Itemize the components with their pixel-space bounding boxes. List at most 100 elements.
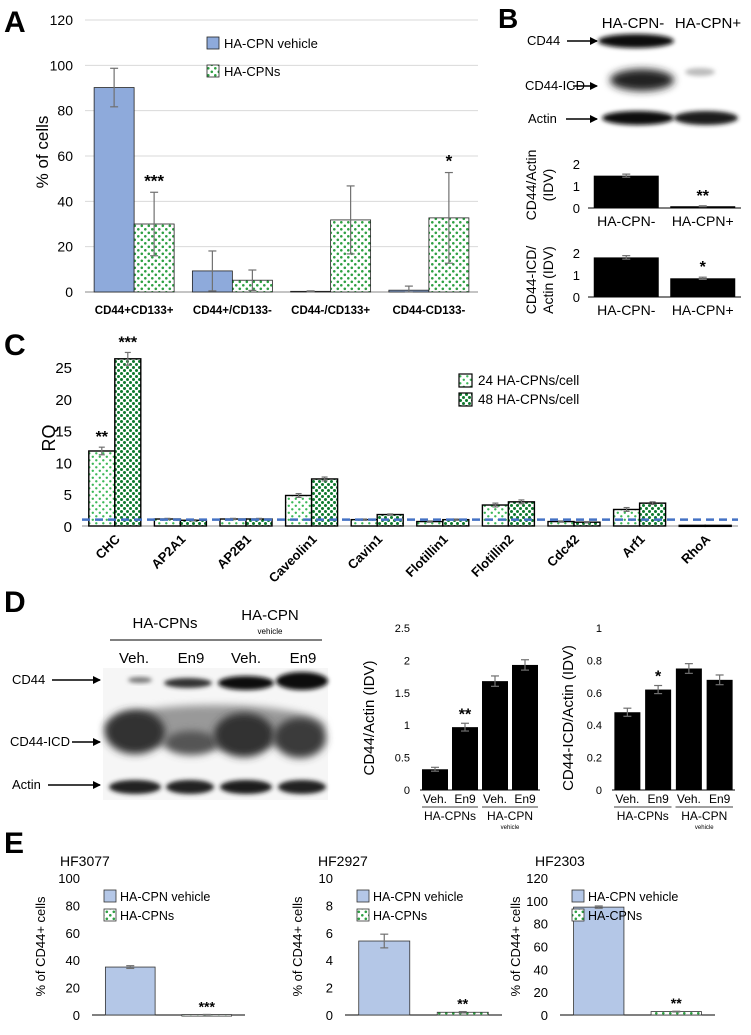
panel-letter-a: A — [4, 6, 26, 39]
panel-b: B HA-CPN- HA-CPN+ CD44 CD44-ICD Actin 0 1… — [498, 3, 741, 318]
y-label-e: % of CD44+ cells — [33, 896, 48, 997]
legend-label-e: HA-CPNs — [373, 909, 427, 923]
x-tick-label-a: CD44+CD133+ — [95, 305, 174, 317]
significance-c: ** — [96, 429, 109, 446]
legend-swatch-e — [103, 908, 117, 922]
x-tick-label-c: Cdc42 — [544, 532, 582, 570]
y-tick-label-d: 0.4 — [587, 720, 602, 732]
y-tick-label-e: 40 — [66, 953, 80, 968]
legend-label-c: 48 HA-CPNs/cell — [478, 392, 579, 407]
x-tick-label-d: En9 — [514, 792, 536, 806]
y-tick-label-a: 100 — [50, 57, 74, 73]
panel-c-ylabel: RQ — [39, 425, 59, 452]
x-tick-label-a: CD44-CD133- — [392, 305, 465, 317]
blot-b-row-cd44: CD44 — [527, 33, 560, 48]
y-tick-label-e: 60 — [534, 940, 548, 955]
x-tick-label-b: HA-CPN- — [597, 213, 656, 229]
bar-c-0 — [284, 494, 313, 527]
x-tick-label-c: CHC — [92, 531, 123, 562]
panel-letter-b: B — [498, 3, 518, 34]
legend-swatch-c — [458, 373, 473, 388]
blot-d-group-2: HA-CPN — [241, 607, 299, 624]
blot-d-bands — [103, 668, 328, 800]
chart-title-e: HF3077 — [60, 853, 110, 869]
bar-c-1 — [114, 358, 142, 527]
y-tick-label-b: 2 — [573, 246, 580, 261]
panel-d1-ylabel: CD44/Actin (IDV) — [361, 660, 378, 775]
y-tick-label-e: 20 — [66, 981, 80, 996]
blot-d-group-1: HA-CPNs — [132, 615, 197, 632]
y-tick-label-e: 6 — [326, 926, 333, 941]
bar-c-0 — [678, 524, 706, 528]
bar-a-0 — [93, 87, 135, 293]
y-tick-label-e: 60 — [66, 926, 80, 941]
legend-swatch-e — [356, 908, 370, 922]
y-tick-label-d: 0.8 — [587, 655, 602, 667]
blot-d-row-actin: Actin — [12, 777, 41, 792]
significance-b: ** — [697, 188, 710, 205]
bar-b — [670, 278, 736, 297]
legend-label-e: HA-CPNs — [120, 909, 174, 923]
panel-d2-ylabel: CD44-ICD/Actin (IDV) — [560, 645, 577, 791]
significance-d: * — [655, 669, 662, 686]
y-label-b-line: CD44-ICD/ — [523, 246, 539, 315]
bar-b — [593, 257, 659, 297]
bar-d — [706, 679, 733, 790]
x-tick-label-c: Flotillin1 — [403, 532, 451, 580]
panel-e: E HF3077% of CD44+ cells020406080100HA-C… — [4, 827, 715, 1023]
bar-d — [675, 668, 702, 790]
y-tick-label-d: 1 — [404, 720, 410, 732]
x-tick-label-a: CD44-/CD133+ — [291, 305, 370, 317]
significance-d: ** — [459, 706, 472, 723]
legend-label-a: HA-CPN vehicle — [224, 36, 318, 51]
group-label-d: HA-CPN — [487, 809, 533, 823]
bar-d — [452, 727, 478, 790]
panel-a: A % of cells 0 20 40 60 80 100 120 CD44+CD133+ C… — [4, 6, 478, 317]
y-tick-label-d: 0.6 — [587, 688, 602, 700]
x-tick-label-c: Arf1 — [619, 532, 648, 561]
bar-d — [614, 712, 641, 790]
x-tick-label-c: Cavin1 — [345, 532, 386, 573]
x-tick-label-d: Veh. — [677, 792, 701, 806]
y-tick-label-e: 80 — [534, 917, 548, 932]
y-label-e: % of CD44+ cells — [290, 896, 305, 997]
bar-c-1 — [507, 501, 536, 527]
legend-label-c: 24 HA-CPNs/cell — [478, 373, 579, 388]
blot-b-bands — [598, 34, 738, 125]
legend-label-e: HA-CPN vehicle — [373, 890, 463, 904]
y-tick-label-d: 1 — [596, 623, 602, 635]
y-tick-label-e: 20 — [534, 985, 548, 1000]
chart-title-e: HF2927 — [318, 853, 368, 869]
legend-swatch-e — [571, 908, 585, 922]
y-label-b: CD44/Actin(IDV) — [523, 150, 556, 221]
legend-swatch-e — [571, 889, 585, 903]
y-tick-label-e: 10 — [319, 871, 333, 886]
y-label-b: CD44-ICD/Actin (IDV) — [523, 246, 556, 315]
y-tick-label-c: 25 — [55, 360, 72, 377]
bar-c-1 — [638, 502, 667, 527]
bar-d — [645, 689, 672, 790]
blot-b-col-2: HA-CPN+ — [675, 15, 742, 32]
panel-letter-c: C — [4, 329, 26, 362]
significance-b: * — [700, 259, 707, 276]
y-tick-label-d: 2 — [404, 655, 410, 667]
blot-d-lane-1: Veh. — [119, 650, 149, 667]
panel-c: C RQ 0 5 10 15 20 25 CHC AP2A1 AP2B1 Caveolin1 Cav… — [4, 329, 738, 586]
y-tick-label-a: 40 — [57, 193, 73, 209]
y-tick-label-d: 0 — [596, 785, 602, 797]
significance-a: *** — [144, 171, 164, 190]
significance-e: ** — [457, 996, 468, 1012]
x-tick-label-b: HA-CPN+ — [672, 302, 734, 318]
y-label-b-line: (IDV) — [540, 169, 556, 202]
bar-d — [482, 681, 508, 790]
bar-c-0 — [481, 504, 510, 527]
blot-d-lane-3: Veh. — [231, 650, 261, 667]
y-tick-label-e: 100 — [526, 894, 548, 909]
bar-d — [512, 664, 538, 790]
bar-e-0 — [358, 940, 411, 1016]
y-tick-label-b: 1 — [573, 179, 580, 194]
x-tick-label-d: Veh. — [615, 792, 639, 806]
y-label-b-line: CD44/Actin — [523, 150, 539, 221]
y-tick-label-e: 2 — [326, 981, 333, 996]
y-tick-label-c: 0 — [64, 519, 72, 536]
